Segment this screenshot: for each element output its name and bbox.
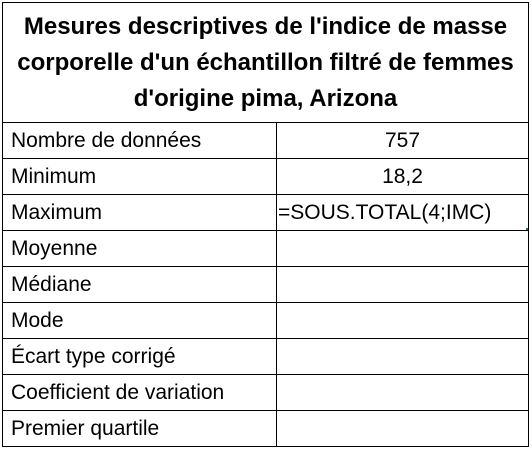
table-row: Coefficient de variation [3, 375, 529, 411]
spreadsheet-grid: Mesures descriptives de l'indice de mass… [2, 2, 529, 447]
row-value-median[interactable] [277, 267, 529, 303]
table-row: Nombre de données 757 [3, 123, 529, 159]
row-value-first-quartile[interactable] [277, 411, 529, 447]
row-label-std-dev[interactable]: Écart type corrigé [3, 339, 277, 375]
table-row: Minimum 18,2 [3, 159, 529, 195]
row-label-first-quartile[interactable]: Premier quartile [3, 411, 277, 447]
row-value-mode[interactable] [277, 303, 529, 339]
row-value-coef-variation[interactable] [277, 375, 529, 411]
table-row: Mode [3, 303, 529, 339]
table-row: Premier quartile [3, 411, 529, 447]
row-value-count[interactable]: 757 [277, 123, 529, 159]
active-cell-maximum[interactable]: =SOUS.TOTAL(4;IMC) [277, 195, 529, 231]
table-row: Écart type corrigé [3, 339, 529, 375]
formula-text: =SOUS.TOTAL(4;IMC) [278, 201, 491, 224]
table-row: Moyenne [3, 231, 529, 267]
row-value-std-dev[interactable] [277, 339, 529, 375]
row-label-minimum[interactable]: Minimum [3, 159, 277, 195]
row-label-mode[interactable]: Mode [3, 303, 277, 339]
table-row: Médiane [3, 267, 529, 303]
row-label-count[interactable]: Nombre de données [3, 123, 277, 159]
table-title: Mesures descriptives de l'indice de mass… [3, 9, 528, 117]
row-value-mean[interactable] [277, 231, 529, 267]
table-row: Maximum =SOUS.TOTAL(4;IMC) [3, 195, 529, 231]
title-cell[interactable]: Mesures descriptives de l'indice de mass… [3, 3, 529, 123]
row-label-maximum[interactable]: Maximum [3, 195, 277, 231]
row-label-mean[interactable]: Moyenne [3, 231, 277, 267]
row-value-minimum[interactable]: 18,2 [277, 159, 529, 195]
row-label-coef-variation[interactable]: Coefficient de variation [3, 375, 277, 411]
row-label-median[interactable]: Médiane [3, 267, 277, 303]
